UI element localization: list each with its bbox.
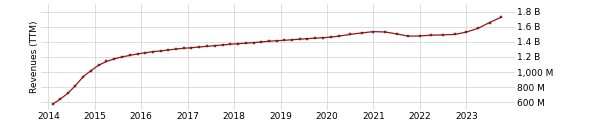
- Y-axis label: Revenues (TTM): Revenues (TTM): [30, 21, 38, 93]
